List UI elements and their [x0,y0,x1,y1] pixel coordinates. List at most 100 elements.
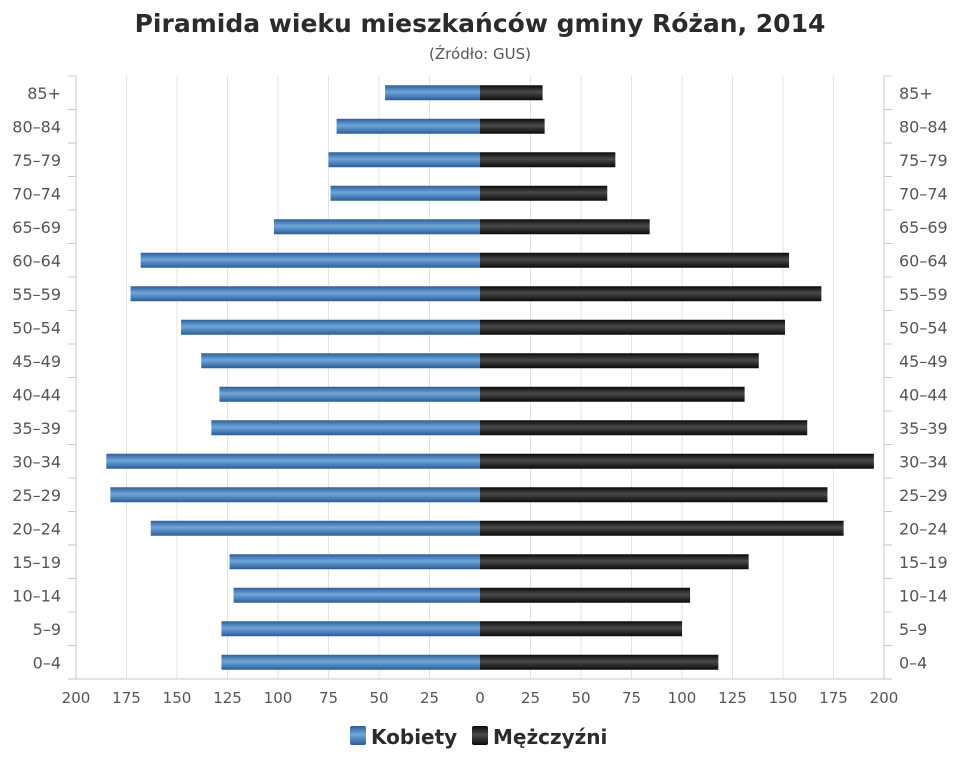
bar-kobiety[interactable] [330,185,480,201]
category-label-left: 65–69 [12,218,61,237]
category-label-right: 15–19 [899,553,948,572]
x-tick-label: 125 [213,689,242,707]
category-label-left: 75–79 [12,151,61,170]
x-tick-label: 200 [62,689,91,707]
x-tick-label: 50 [369,689,388,707]
bar-mezczyzni[interactable] [480,621,682,637]
legend-label-mezczyzni: Mężczyźni [493,725,607,749]
bar-mezczyzni[interactable] [480,654,719,670]
x-tick-label: 100 [668,689,697,707]
x-tick-label: 175 [112,689,141,707]
bar-mezczyzni[interactable] [480,487,828,503]
chart-subtitle: (Źródło: GUS) [429,44,531,63]
bar-kobiety[interactable] [233,587,480,603]
bar-mezczyzni[interactable] [480,219,650,235]
category-label-left: 85+ [27,84,61,103]
bar-mezczyzni[interactable] [480,520,844,536]
bar-mezczyzni[interactable] [480,152,616,168]
bar-kobiety[interactable] [181,319,481,335]
chart-title: Piramida wieku mieszkańców gminy Różan, … [135,9,826,38]
bar-kobiety[interactable] [336,118,480,134]
bar-kobiety[interactable] [219,386,481,402]
legend-item-mezczyzni[interactable]: Mężczyźni [472,725,607,749]
bar-kobiety[interactable] [130,286,481,302]
bar-kobiety[interactable] [106,453,481,469]
x-tick-label: 200 [870,689,899,707]
bar-kobiety[interactable] [385,85,480,101]
x-tick-label: 175 [819,689,848,707]
category-label-left: 35–39 [12,419,61,438]
bars [106,85,874,670]
category-label-left: 45–49 [12,352,61,371]
category-label-left: 55–59 [12,285,61,304]
x-tick-labels: 200 175 150 125 100 75 50 25 0 25 50 75 100 125 150 175… [62,689,899,707]
bar-mezczyzni[interactable] [480,252,790,268]
bar-kobiety[interactable] [328,152,481,168]
bar-mezczyzni[interactable] [480,386,745,402]
x-tick-label: 150 [769,689,798,707]
legend-swatch-mezczyzni [472,726,488,745]
x-tick-label: 75 [319,689,338,707]
category-label-right: 40–44 [899,385,948,404]
category-label-left: 70–74 [12,184,61,203]
category-label-right: 75–79 [899,151,948,170]
category-label-right: 5–9 [899,620,927,639]
axes [68,75,892,680]
category-label-right: 10–14 [899,586,948,605]
bar-mezczyzni[interactable] [480,85,543,101]
category-label-left: 80–84 [12,117,61,136]
category-label-right: 70–74 [899,184,948,203]
bar-mezczyzni[interactable] [480,420,808,436]
category-label-right: 20–24 [899,519,948,538]
x-tick-label: 0 [475,689,485,707]
bar-mezczyzni[interactable] [480,353,759,369]
bar-mezczyzni[interactable] [480,453,874,469]
category-label-right: 80–84 [899,117,948,136]
category-label-right: 65–69 [899,218,948,237]
category-label-right: 25–29 [899,486,948,505]
grid-lines [75,76,885,679]
bar-kobiety[interactable] [273,219,480,235]
category-label-right: 30–34 [899,452,948,471]
bar-kobiety[interactable] [201,353,481,369]
bar-kobiety[interactable] [140,252,480,268]
x-tick-label: 75 [622,689,641,707]
x-tick-label: 150 [163,689,192,707]
x-tick-label: 100 [264,689,293,707]
bar-kobiety[interactable] [221,621,480,637]
category-label-left: 15–19 [12,553,61,572]
bar-mezczyzni[interactable] [480,319,786,335]
category-labels: 85+ 85+ 80–84 80–84 75–79 75–79 70–74 70–74 65–6… [12,84,947,673]
category-label-left: 0–4 [33,653,61,672]
category-label-right: 0–4 [899,653,927,672]
category-label-right: 35–39 [899,419,948,438]
bar-mezczyzni[interactable] [480,554,749,570]
category-label-left: 20–24 [12,519,61,538]
category-label-left: 50–54 [12,318,61,337]
category-label-right: 85+ [899,84,933,103]
bar-mezczyzni[interactable] [480,185,608,201]
bar-mezczyzni[interactable] [480,286,822,302]
category-label-left: 60–64 [12,251,61,270]
x-tick-label: 25 [420,689,439,707]
legend: Kobiety Mężczyźni [350,725,607,749]
bar-kobiety[interactable] [221,654,480,670]
category-label-left: 30–34 [12,452,61,471]
x-tick-label: 125 [718,689,747,707]
category-label-right: 60–64 [899,251,948,270]
category-label-right: 45–49 [899,352,948,371]
bar-kobiety[interactable] [211,420,480,436]
category-label-left: 25–29 [12,486,61,505]
bar-mezczyzni[interactable] [480,118,545,134]
category-label-right: 55–59 [899,285,948,304]
bar-kobiety[interactable] [150,520,481,536]
legend-label-kobiety: Kobiety [371,725,457,749]
category-label-left: 5–9 [33,620,61,639]
legend-item-kobiety[interactable]: Kobiety [350,725,457,749]
bar-mezczyzni[interactable] [480,587,691,603]
category-label-right: 50–54 [899,318,948,337]
x-tick-label: 25 [521,689,540,707]
bar-kobiety[interactable] [229,554,480,570]
bar-kobiety[interactable] [110,487,480,503]
